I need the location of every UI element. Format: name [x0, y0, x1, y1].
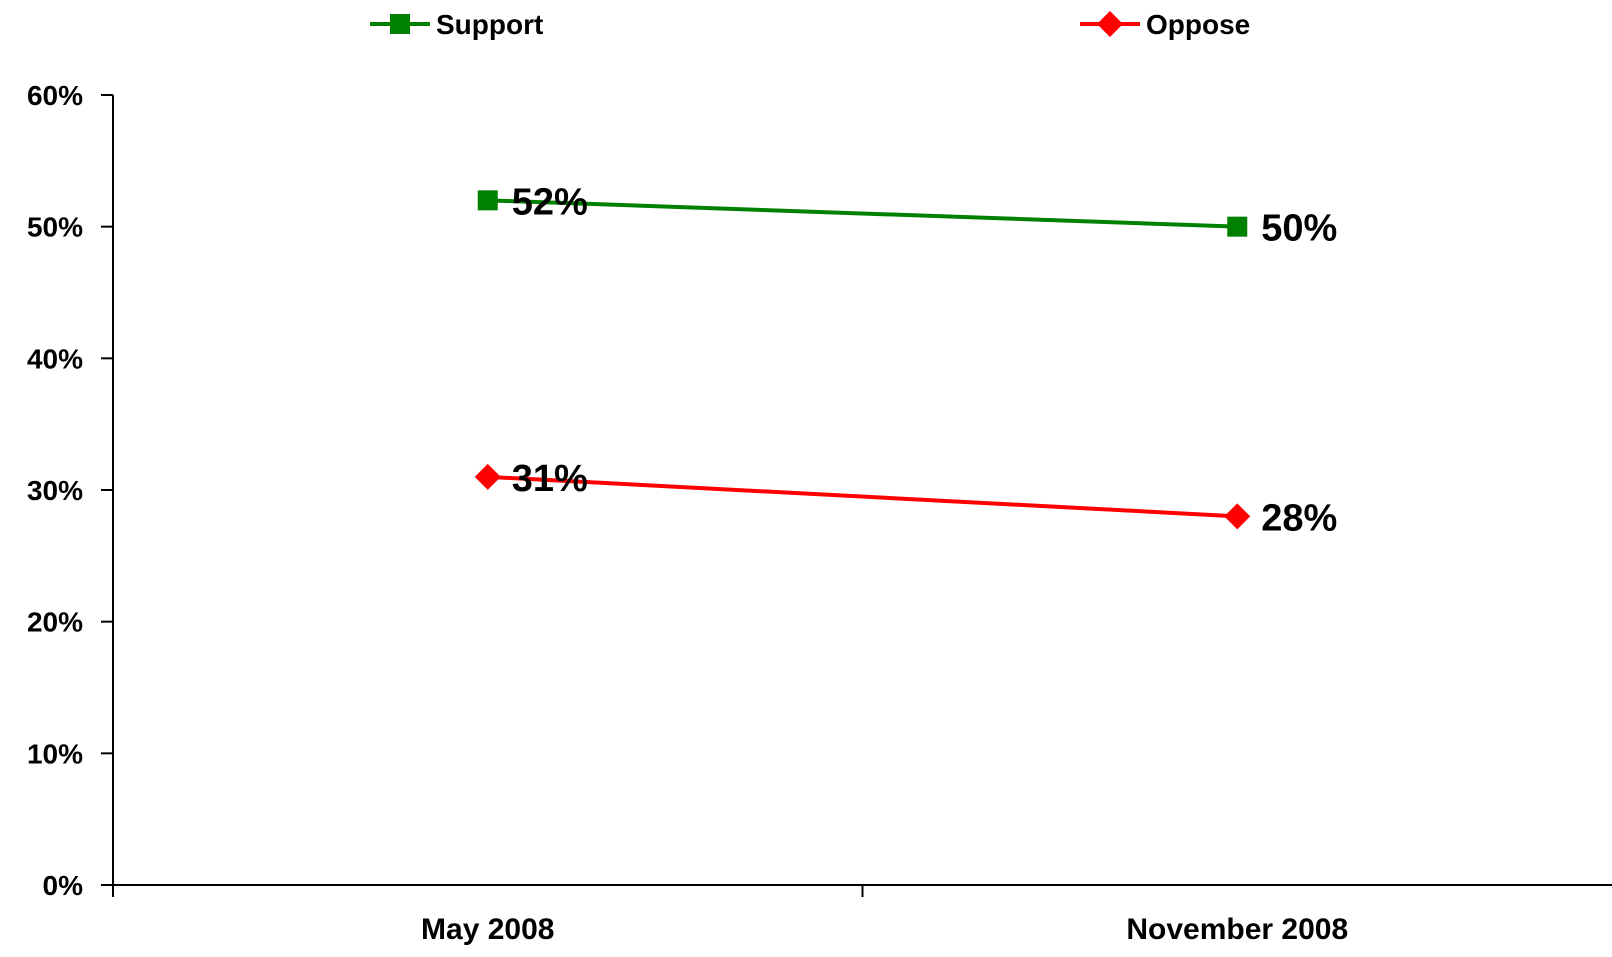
y-tick-label: 20%	[27, 607, 83, 638]
data-label: 31%	[512, 458, 588, 500]
data-point	[1224, 503, 1251, 530]
legend-marker	[390, 14, 410, 34]
data-point	[1227, 216, 1248, 237]
data-label: 52%	[512, 181, 588, 223]
series-line	[487, 474, 1238, 519]
series-group: 52% 50% 31% 28%	[474, 181, 1337, 539]
legend-item-oppose: Oppose	[1080, 9, 1250, 40]
series-oppose: 31% 28%	[474, 458, 1337, 539]
x-category-label: November 2008	[1126, 913, 1348, 946]
y-tick-label: 40%	[27, 343, 83, 374]
data-point	[477, 190, 498, 211]
y-tick-label: 30%	[27, 475, 83, 506]
legend: Support Oppose	[370, 9, 1250, 40]
x-category-label: May 2008	[421, 913, 554, 946]
legend-label: Oppose	[1146, 9, 1250, 40]
y-tick-label: 60%	[27, 80, 83, 111]
data-label: 28%	[1261, 497, 1337, 539]
data-label: 50%	[1261, 208, 1337, 250]
y-tick-label: 0%	[43, 870, 84, 901]
axes: 0% 10% 20% 30% 40% 50% 60% May 2008 November 200…	[27, 80, 1612, 946]
legend-label: Support	[436, 9, 543, 40]
y-tick-label: 50%	[27, 212, 83, 243]
data-point	[474, 463, 501, 490]
y-tick-label: 10%	[27, 738, 83, 769]
legend-item-support: Support	[370, 9, 543, 40]
series-support: 52% 50%	[477, 181, 1337, 250]
legend-marker	[1097, 11, 1123, 37]
series-line	[487, 198, 1238, 229]
